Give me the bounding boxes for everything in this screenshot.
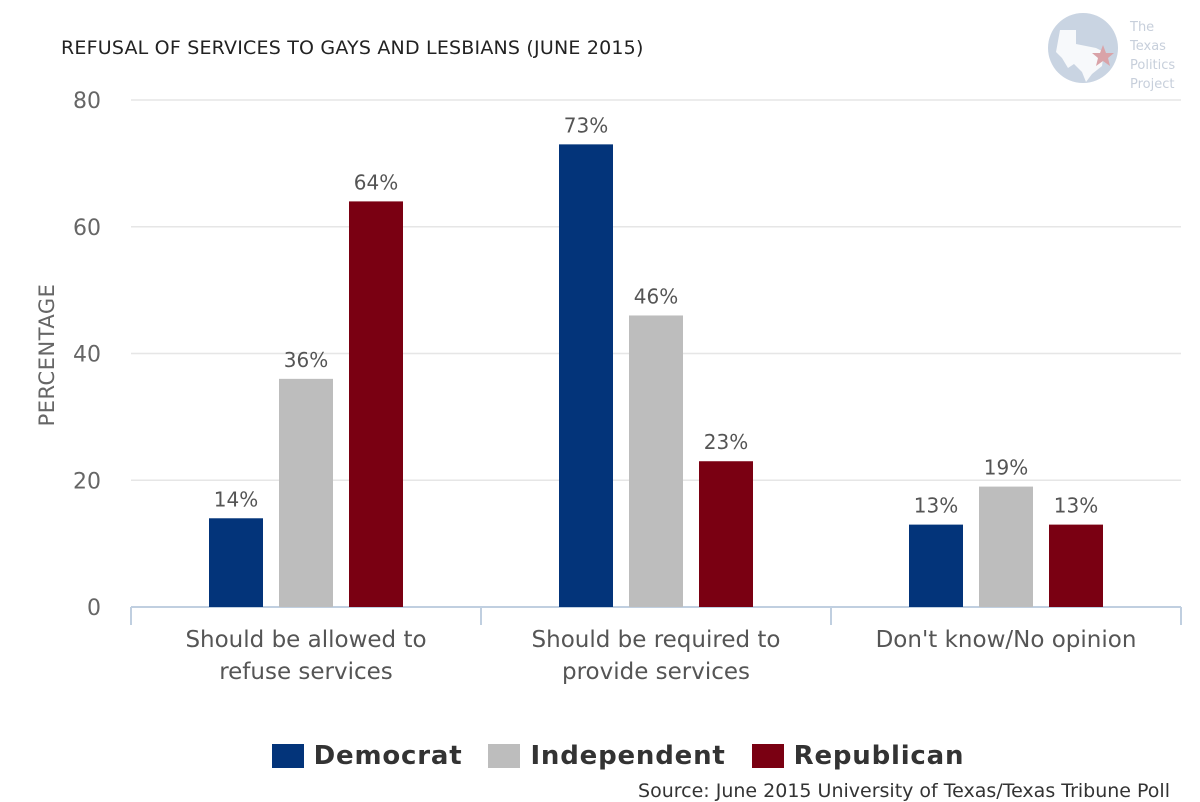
legend: Democrat Independent Republican: [18, 741, 1200, 771]
data-label: 36%: [284, 348, 328, 372]
data-label: 64%: [354, 170, 398, 194]
x-category-label: provide services: [562, 659, 750, 685]
data-label: 13%: [914, 494, 958, 518]
y-tick-label: 60: [73, 216, 101, 241]
bar-democrat: [209, 518, 263, 607]
legend-swatch-independent: [488, 744, 521, 768]
logo-text-line: Project: [1130, 77, 1175, 92]
bar-independent: [279, 378, 333, 607]
legend-label-independent: Independent: [530, 741, 726, 771]
x-category-label: Should be required to: [532, 627, 781, 653]
legend-item-republican[interactable]: Republican: [751, 741, 965, 771]
bar-chart: 0 20 40 60 80 14% 36% 64% Should be allowed to re…: [73, 89, 1182, 685]
bar-republican: [1049, 524, 1103, 607]
data-label: 13%: [1054, 494, 1098, 518]
source-note: Source: June 2015 University of Texas/Te…: [638, 780, 1170, 802]
data-label: 73%: [564, 113, 608, 137]
legend-swatch-republican: [751, 744, 784, 768]
data-label: 46%: [634, 284, 678, 308]
data-label: 19%: [984, 456, 1028, 480]
data-label: 23%: [704, 430, 748, 454]
legend-item-independent[interactable]: Independent: [488, 741, 725, 771]
legend-swatch-democrat: [271, 744, 304, 768]
x-category-label: Don't know/No opinion: [876, 627, 1137, 653]
bar-republican: [699, 461, 753, 607]
y-tick-label: 0: [87, 596, 101, 621]
chart-title: REFUSAL OF SERVICES TO GAYS AND LESBIANS…: [61, 37, 644, 59]
legend-label-republican: Republican: [793, 741, 965, 771]
x-category-label: Should be allowed to: [185, 627, 426, 653]
legend-label-democrat: Democrat: [313, 741, 463, 771]
bar-democrat: [559, 144, 613, 608]
logo-text-line: The: [1130, 20, 1155, 35]
data-label: 14%: [214, 487, 258, 511]
y-tick-label: 20: [73, 469, 101, 494]
y-tick-label: 80: [73, 89, 101, 114]
bar-republican: [349, 201, 403, 607]
logo-text-line: Politics: [1130, 58, 1176, 73]
bar-democrat: [909, 524, 963, 607]
logo-text: The Texas Politics Project: [1130, 18, 1175, 94]
texas-politics-project-logo: The Texas Politics Project: [1046, 12, 1196, 92]
logo-text-line: Texas: [1130, 39, 1166, 54]
legend-item-democrat[interactable]: Democrat: [271, 741, 463, 771]
y-tick-label: 40: [73, 343, 101, 368]
x-category-label: refuse services: [219, 659, 393, 685]
bar-independent: [629, 315, 683, 607]
bar-independent: [979, 486, 1033, 607]
texas-logo-icon: [1048, 13, 1118, 83]
